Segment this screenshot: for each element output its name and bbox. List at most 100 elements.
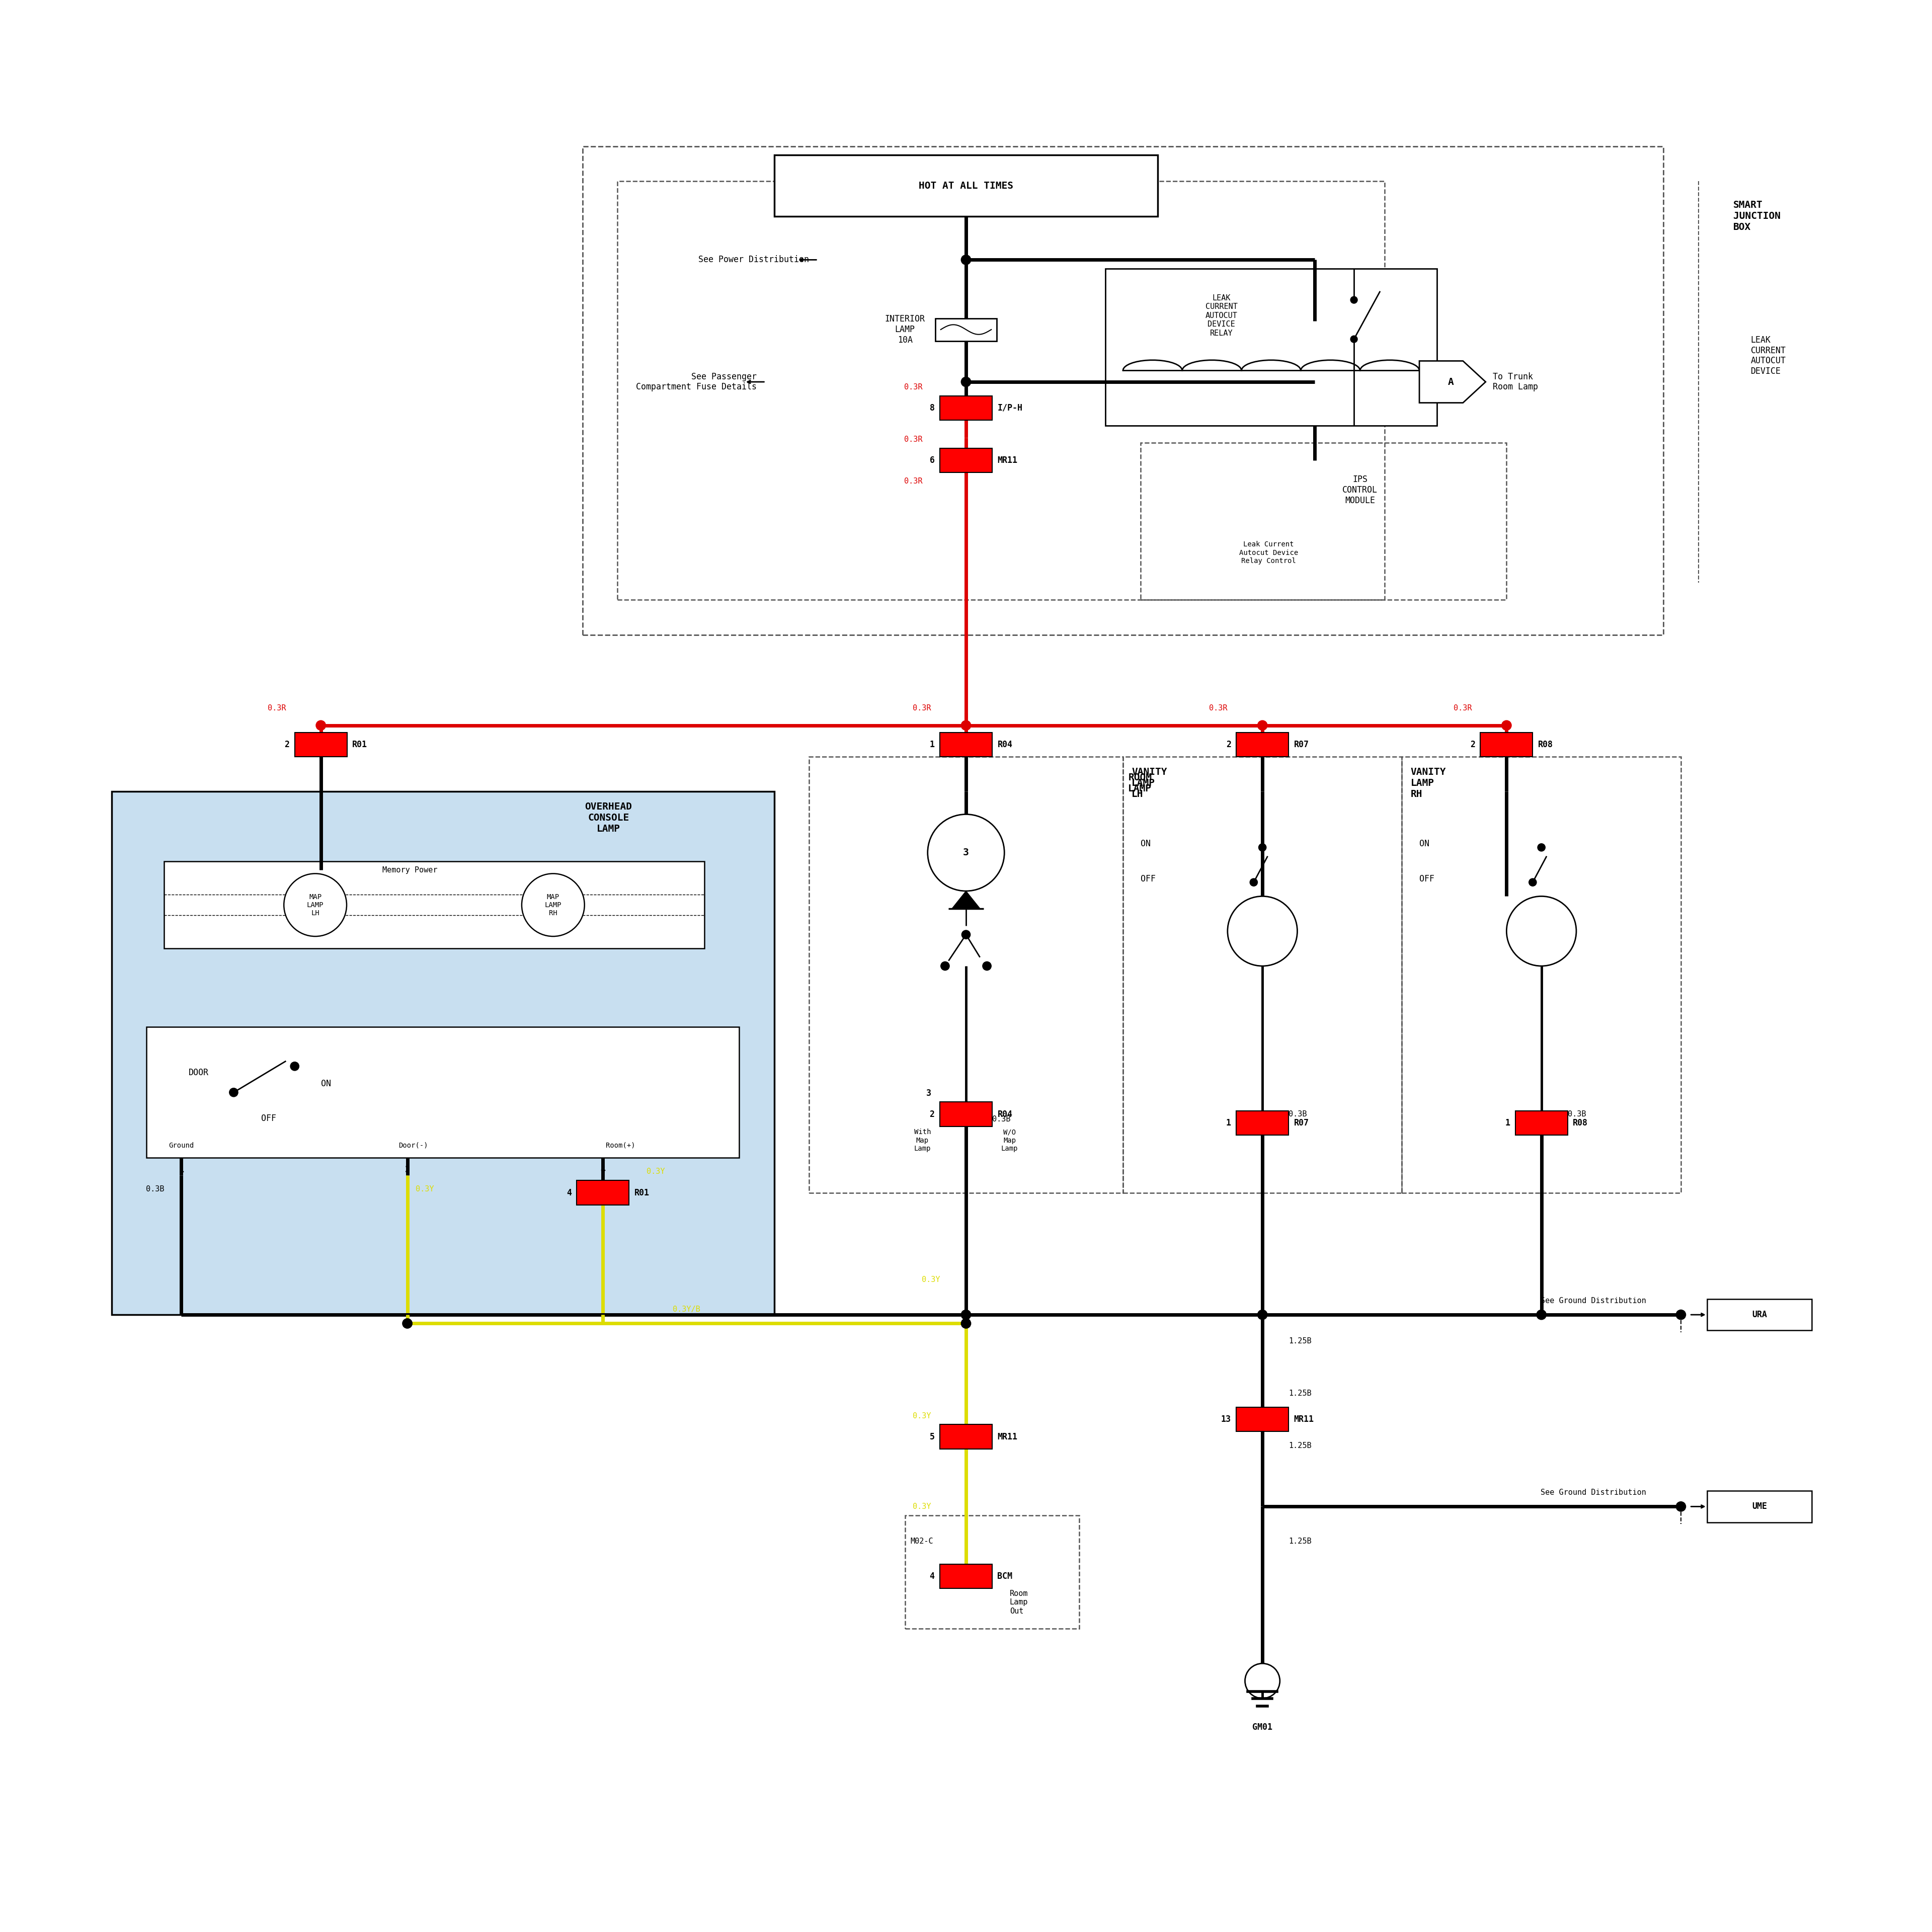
Bar (147, 1028, 740, 1157)
Circle shape (983, 962, 991, 970)
Text: R08: R08 (1538, 740, 1553, 750)
Circle shape (522, 873, 585, 937)
Text: MAP
LAMP
LH: MAP LAMP LH (307, 893, 325, 916)
Bar (939, 448, 993, 473)
Text: OFF: OFF (1140, 875, 1155, 883)
Text: W/O
Map
Lamp: W/O Map Lamp (1001, 1128, 1018, 1151)
Text: 4: 4 (566, 1188, 572, 1198)
Text: MR11: MR11 (997, 1432, 1018, 1441)
Circle shape (1258, 721, 1267, 730)
Text: VANITY
LAMP
LH: VANITY LAMP LH (1132, 767, 1167, 798)
Text: 0.3R: 0.3R (904, 383, 922, 390)
Text: R01: R01 (634, 1188, 649, 1198)
Text: ON: ON (321, 1080, 330, 1088)
Text: 6: 6 (929, 456, 935, 466)
Bar (164, 862, 705, 949)
Text: 1.25B: 1.25B (1289, 1389, 1312, 1397)
Text: INTERIOR
LAMP
10A: INTERIOR LAMP 10A (885, 315, 925, 344)
Text: A: A (1447, 377, 1453, 386)
Text: OVERHEAD
CONSOLE
LAMP: OVERHEAD CONSOLE LAMP (585, 802, 632, 833)
Circle shape (960, 255, 972, 265)
Text: 2: 2 (284, 740, 290, 750)
Bar (1236, 732, 1289, 757)
Text: MR11: MR11 (1294, 1414, 1314, 1424)
Text: Leak Current
Autocut Device
Relay Control: Leak Current Autocut Device Relay Contro… (1238, 541, 1298, 564)
Text: ROOM
LAMP: ROOM LAMP (1128, 773, 1151, 794)
Text: 0.3R: 0.3R (1453, 703, 1472, 711)
Text: 0.3B: 0.3B (1289, 1111, 1306, 1119)
Text: 1: 1 (180, 1165, 184, 1175)
Text: SMART
JUNCTION
BOX: SMART JUNCTION BOX (1733, 201, 1781, 232)
Circle shape (1507, 896, 1577, 966)
Text: 0.3R: 0.3R (1209, 703, 1227, 711)
Text: 4: 4 (601, 1165, 605, 1175)
Text: Door(-): Door(-) (398, 1142, 429, 1150)
Bar (810, 757, 1122, 1192)
Text: See Power Distribution: See Power Distribution (697, 255, 810, 265)
Text: 1.25B: 1.25B (1289, 1441, 1312, 1449)
Bar (578, 1180, 630, 1206)
Bar (1708, 1492, 1812, 1522)
Text: R04: R04 (997, 740, 1012, 750)
Text: 4: 4 (929, 1573, 935, 1580)
Text: 13: 13 (1221, 1414, 1231, 1424)
Bar (904, 1515, 1080, 1629)
Text: 3: 3 (406, 1165, 410, 1175)
Text: 1: 1 (929, 740, 935, 750)
Circle shape (1350, 336, 1358, 342)
Circle shape (960, 721, 972, 730)
Bar (1122, 757, 1403, 1192)
Text: R07: R07 (1294, 1119, 1308, 1128)
Text: 0.3R: 0.3R (912, 703, 931, 711)
Circle shape (1528, 879, 1536, 887)
Circle shape (1536, 1310, 1546, 1320)
Text: MR11: MR11 (997, 456, 1018, 466)
Bar (1236, 1111, 1289, 1136)
Text: OFF: OFF (261, 1115, 276, 1122)
Text: 0.3B: 0.3B (147, 1186, 164, 1192)
Circle shape (290, 1063, 299, 1070)
Circle shape (1677, 1501, 1687, 1511)
Circle shape (1350, 296, 1358, 303)
Text: 0.3Y: 0.3Y (647, 1169, 665, 1175)
Text: 0.3Y: 0.3Y (922, 1275, 939, 1283)
Circle shape (284, 873, 346, 937)
Text: VANITY
LAMP
RH: VANITY LAMP RH (1410, 767, 1447, 798)
Text: URA: URA (1752, 1310, 1768, 1320)
Text: 5: 5 (929, 1432, 935, 1441)
Text: LEAK
CURRENT
AUTOCUT
DEVICE
RELAY: LEAK CURRENT AUTOCUT DEVICE RELAY (1206, 294, 1238, 336)
Text: BCM: BCM (997, 1573, 1012, 1580)
Text: 1: 1 (1505, 1119, 1511, 1128)
Text: Ground: Ground (168, 1142, 193, 1150)
Text: With
Map
Lamp: With Map Lamp (914, 1128, 931, 1151)
Circle shape (402, 1318, 412, 1329)
Bar (582, 147, 1663, 636)
Bar (1515, 1111, 1567, 1136)
Text: 2: 2 (1227, 740, 1231, 750)
Circle shape (1677, 1310, 1687, 1320)
Circle shape (1227, 896, 1296, 966)
Bar (1236, 1406, 1289, 1432)
Text: Room(+): Room(+) (607, 1142, 636, 1150)
Bar (112, 792, 775, 1316)
Text: IPS
CONTROL
MODULE: IPS CONTROL MODULE (1343, 475, 1378, 504)
Circle shape (960, 1318, 972, 1329)
Circle shape (960, 1310, 972, 1320)
Text: 0.3Y/B: 0.3Y/B (672, 1306, 701, 1314)
Text: 0.3R: 0.3R (904, 477, 922, 485)
Circle shape (1501, 721, 1511, 730)
Circle shape (1244, 1663, 1279, 1698)
Text: 1: 1 (1227, 1119, 1231, 1128)
Text: Memory Power: Memory Power (383, 866, 437, 873)
Text: DOOR: DOOR (189, 1068, 209, 1078)
Text: See Ground Distribution: See Ground Distribution (1540, 1296, 1646, 1304)
Bar (1708, 1298, 1812, 1331)
Text: OFF: OFF (1420, 875, 1434, 883)
Bar (775, 155, 1157, 216)
Bar (939, 396, 993, 421)
Text: 2: 2 (1470, 740, 1476, 750)
Text: UME: UME (1752, 1501, 1768, 1511)
Bar (1105, 269, 1437, 425)
Text: ON: ON (1420, 838, 1430, 848)
Text: 0.3Y: 0.3Y (415, 1186, 435, 1192)
